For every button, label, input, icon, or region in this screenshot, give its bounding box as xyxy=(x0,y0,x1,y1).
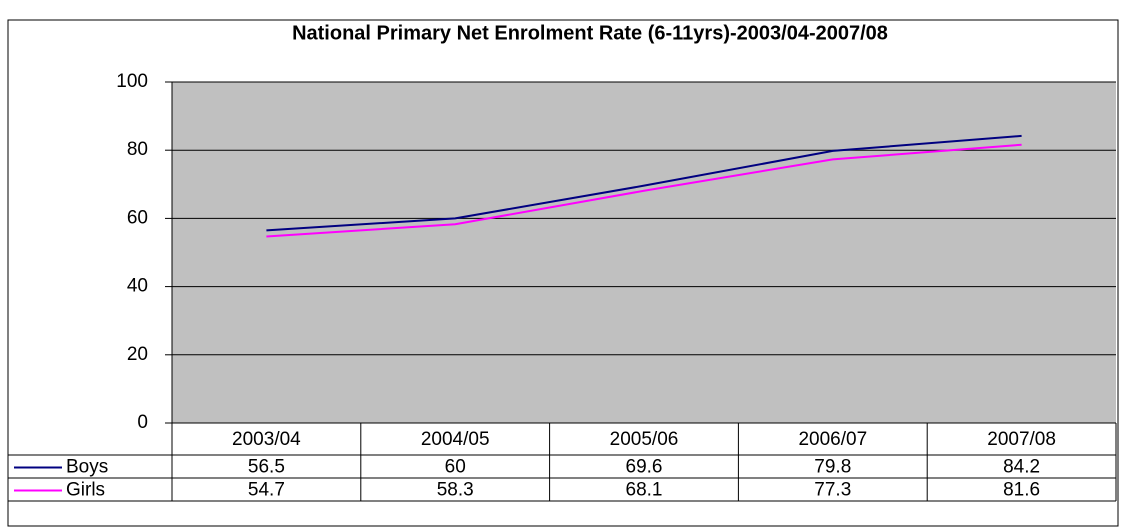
y-tick-label: 40 xyxy=(127,276,148,297)
series-line xyxy=(266,134,1022,232)
table-value: 68.1 xyxy=(626,480,663,501)
table-value: 54.7 xyxy=(248,480,285,501)
y-tick-label: 80 xyxy=(127,139,148,160)
table-value: 81.6 xyxy=(1003,480,1040,501)
x-tick-label: 2007/08 xyxy=(987,429,1056,450)
y-tick-label: 100 xyxy=(116,71,148,92)
table-value: 58.3 xyxy=(437,480,474,501)
y-tick-label: 20 xyxy=(127,344,148,365)
chart-title: National Primary Net Enrolment Rate (6-1… xyxy=(292,22,888,44)
legend-label: Boys xyxy=(66,457,108,478)
table-value: 56.5 xyxy=(248,457,285,478)
x-tick-label: 2003/04 xyxy=(232,429,301,450)
x-tick-label: 2006/07 xyxy=(798,429,867,450)
legend-label: Girls xyxy=(66,480,105,501)
series-line xyxy=(266,143,1022,238)
y-tick-label: 60 xyxy=(127,207,148,228)
x-tick-label: 2005/06 xyxy=(610,429,679,450)
table-value: 69.6 xyxy=(626,457,663,478)
plot-area xyxy=(172,82,1116,423)
table-value: 84.2 xyxy=(1003,457,1040,478)
y-tick-label: 0 xyxy=(137,412,148,433)
table-value: 79.8 xyxy=(814,457,851,478)
x-tick-label: 2004/05 xyxy=(421,429,490,450)
table-value: 77.3 xyxy=(814,480,851,501)
table-value: 60 xyxy=(445,457,466,478)
